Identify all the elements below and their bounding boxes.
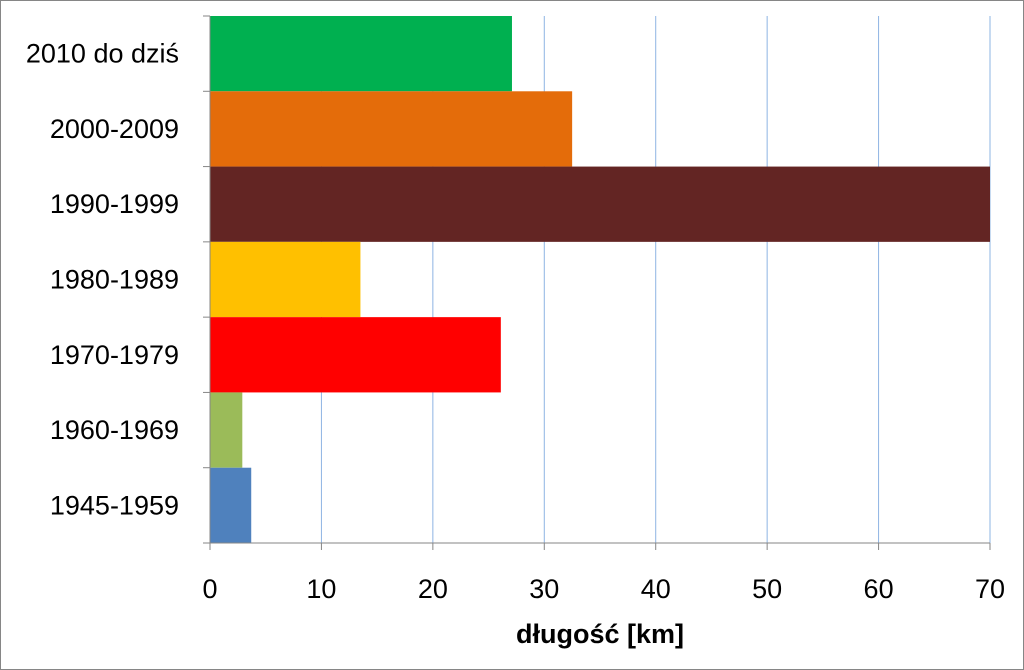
x-tick-label: 50 — [752, 574, 782, 604]
bar-0 — [210, 16, 512, 92]
bar-1 — [210, 91, 573, 167]
category-label: 1980-1989 — [50, 265, 179, 295]
bars — [210, 16, 990, 543]
x-axis-title: długość [km] — [516, 619, 684, 649]
category-label: 1945-1959 — [50, 490, 179, 520]
x-tick-label: 60 — [864, 574, 894, 604]
category-label: 1970-1979 — [50, 340, 179, 370]
bar-5 — [210, 392, 243, 468]
x-tick-label: 40 — [641, 574, 671, 604]
bar-6 — [210, 467, 252, 543]
category-label: 1990-1999 — [50, 189, 179, 219]
category-labels: 2010 do dziś 2000-2009 1990-1999 1980-1989 1… — [26, 39, 179, 521]
x-tick-label: 70 — [975, 574, 1005, 604]
bar-3 — [210, 241, 361, 318]
category-label: 1960-1969 — [50, 415, 179, 445]
x-tick-label: 20 — [418, 574, 448, 604]
category-label: 2010 do dziś — [26, 39, 179, 69]
category-label: 2000-2009 — [50, 114, 179, 144]
bar-2 — [210, 166, 990, 242]
axes — [203, 15, 991, 550]
x-tick-label: 10 — [306, 574, 336, 604]
x-tick-label: 0 — [202, 574, 217, 604]
x-tick-label: 30 — [529, 574, 559, 604]
bar-4 — [210, 317, 501, 393]
tick-labels: 0 10 20 30 40 50 60 70 — [202, 574, 1005, 604]
